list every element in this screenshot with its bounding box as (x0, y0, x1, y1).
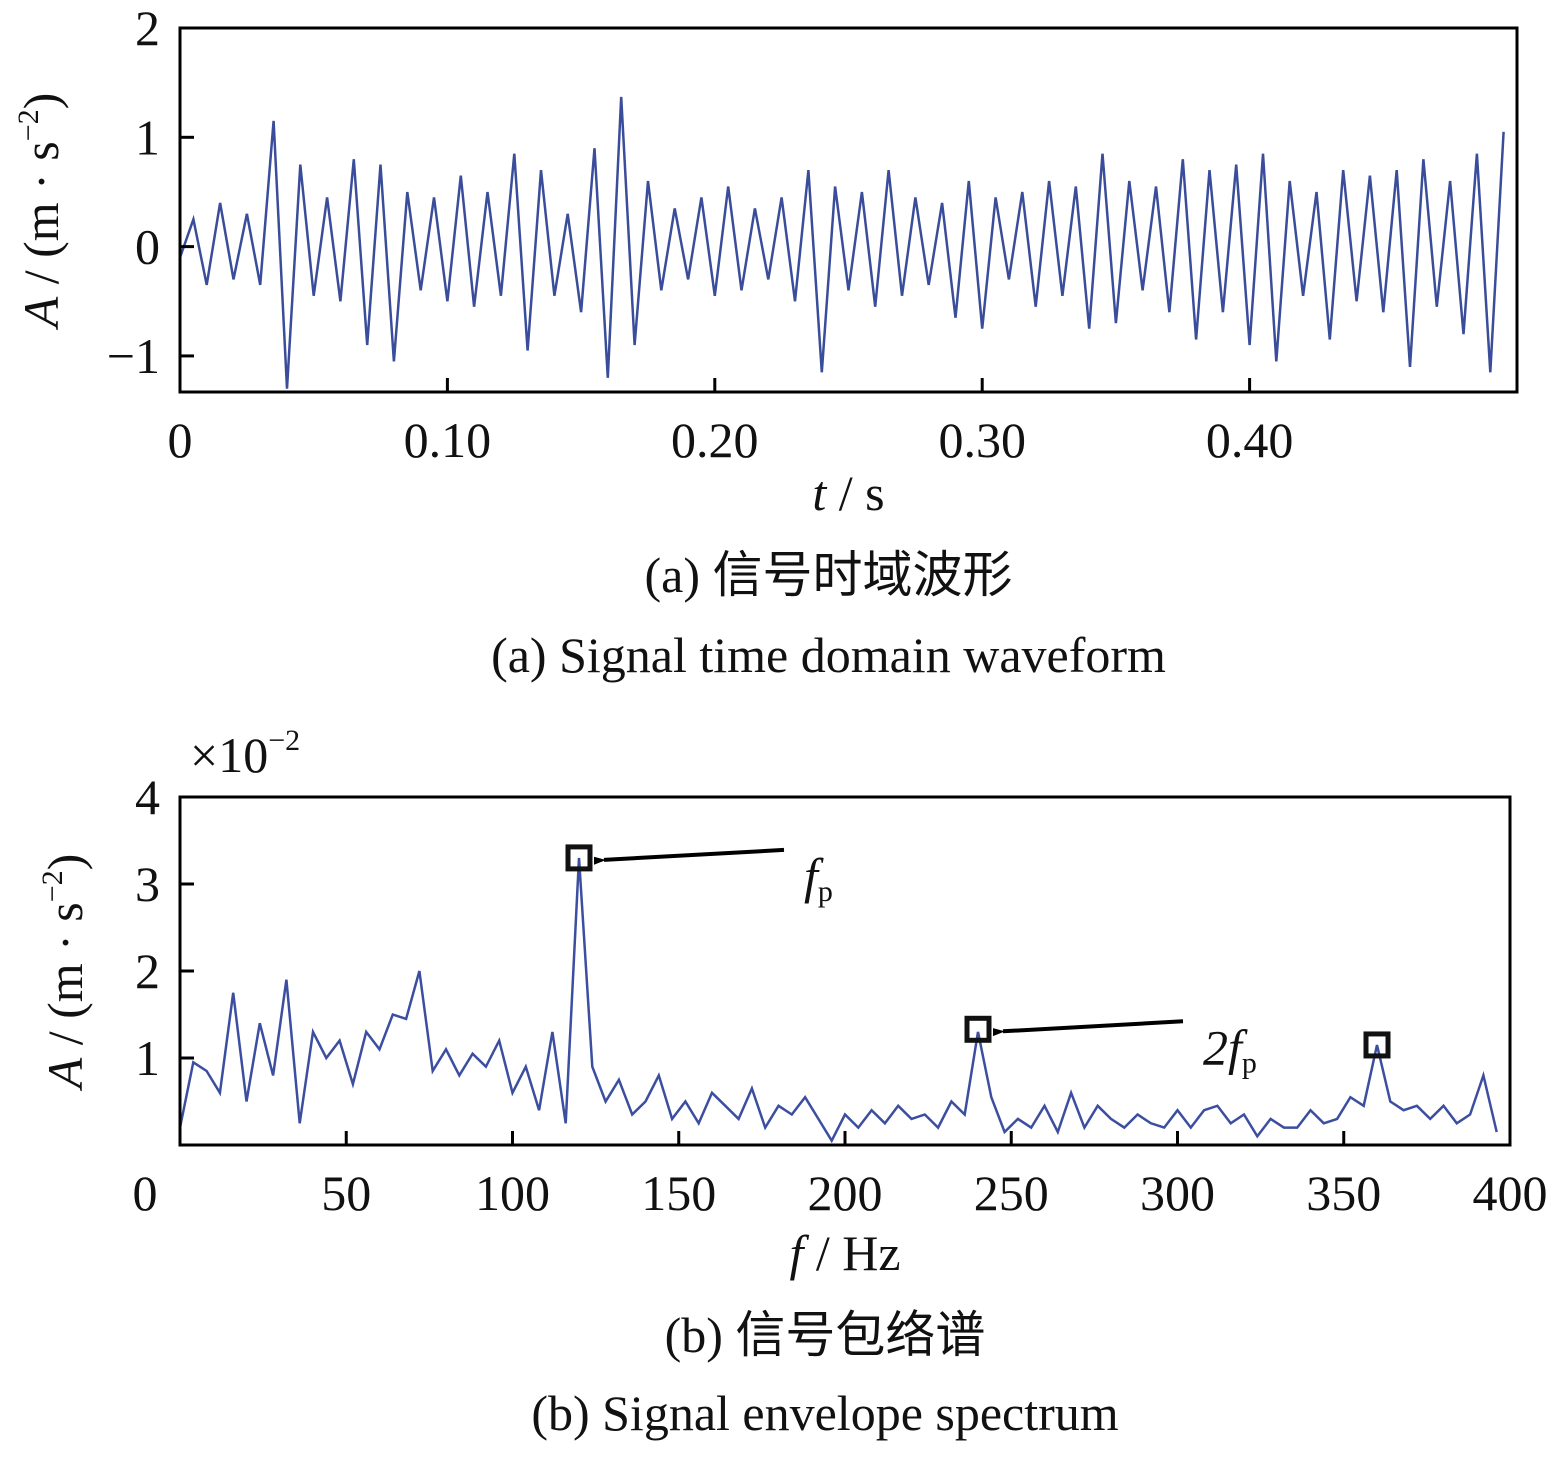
y-tick-label: 2 (135, 943, 160, 999)
y-label-part: ) (37, 854, 93, 871)
annotation: fp (804, 848, 833, 908)
y-axis-label: A / (m · s−2) (36, 854, 93, 1092)
x-tick-label: 150 (641, 1165, 716, 1221)
x-label-part: t (812, 465, 827, 521)
y-label-part: −2 (12, 109, 45, 141)
y-tick-label: 1 (135, 109, 160, 165)
annotation-arrow (604, 847, 785, 860)
y-tick-label: 3 (135, 856, 160, 912)
y-label-part: / (m · s (37, 902, 93, 1058)
peak-marker (565, 844, 593, 872)
x-tick-label: 0 (168, 412, 193, 468)
data-line (180, 857, 1498, 1144)
y-tick-label: 0 (135, 219, 160, 275)
y-label-part: −2 (36, 870, 69, 902)
y-tick-label: 1 (135, 1030, 160, 1086)
data-line (180, 96, 1505, 389)
annotation-text: 2f (1203, 1019, 1248, 1075)
annotation-sub: p (818, 875, 833, 908)
peak-marker (964, 1015, 992, 1043)
multiplier-base: ×10 (190, 727, 268, 783)
plot-frame (178, 795, 1512, 1147)
x-label-part: / Hz (803, 1225, 900, 1281)
y-label-part: A (37, 1057, 93, 1091)
y-tick-label: −1 (107, 328, 160, 384)
annotation: 2fp (1203, 1019, 1257, 1079)
x-tick-label: 200 (808, 1165, 883, 1221)
x-tick-label: 400 (1473, 1165, 1548, 1221)
x-tick-label: 300 (1140, 1165, 1215, 1221)
peak-marker (1363, 1031, 1391, 1059)
x-tick-label: 0 (133, 1165, 158, 1221)
caption-en: (b) Signal envelope spectrum (531, 1385, 1118, 1441)
y-label-part: A (13, 296, 69, 330)
x-axis-label: f / Hz (789, 1225, 900, 1281)
x-label-part: / s (826, 465, 884, 521)
x-tick-label: 100 (475, 1165, 550, 1221)
multiplier-exp: −2 (268, 724, 300, 757)
y-label-part: ) (13, 93, 69, 110)
x-tick-label: 0.20 (671, 412, 759, 468)
y-label-part: / (m · s (13, 141, 69, 297)
y-axis-label: A / (m · s−2) (12, 93, 69, 331)
x-axis-label: t / s (812, 465, 884, 521)
x-tick-label: 0.40 (1206, 412, 1294, 468)
caption-cn: (b) 信号包络谱 (665, 1307, 986, 1363)
x-tick-label: 50 (321, 1165, 371, 1221)
x-tick-label: 0.30 (938, 412, 1026, 468)
y-tick-label: 4 (135, 769, 160, 825)
y-multiplier: ×10−2 (190, 724, 300, 783)
caption-en: (a) Signal time domain waveform (491, 627, 1166, 683)
x-tick-label: 0.10 (404, 412, 492, 468)
caption-cn: (a) 信号时域波形 (645, 547, 1013, 603)
x-tick-label: 350 (1306, 1165, 1381, 1221)
y-tick-label: 2 (135, 0, 160, 56)
x-tick-label: 250 (974, 1165, 1049, 1221)
plot-frame (178, 26, 1519, 394)
annotation-sub: p (1242, 1046, 1257, 1079)
annotation-arrow (1003, 1019, 1184, 1031)
